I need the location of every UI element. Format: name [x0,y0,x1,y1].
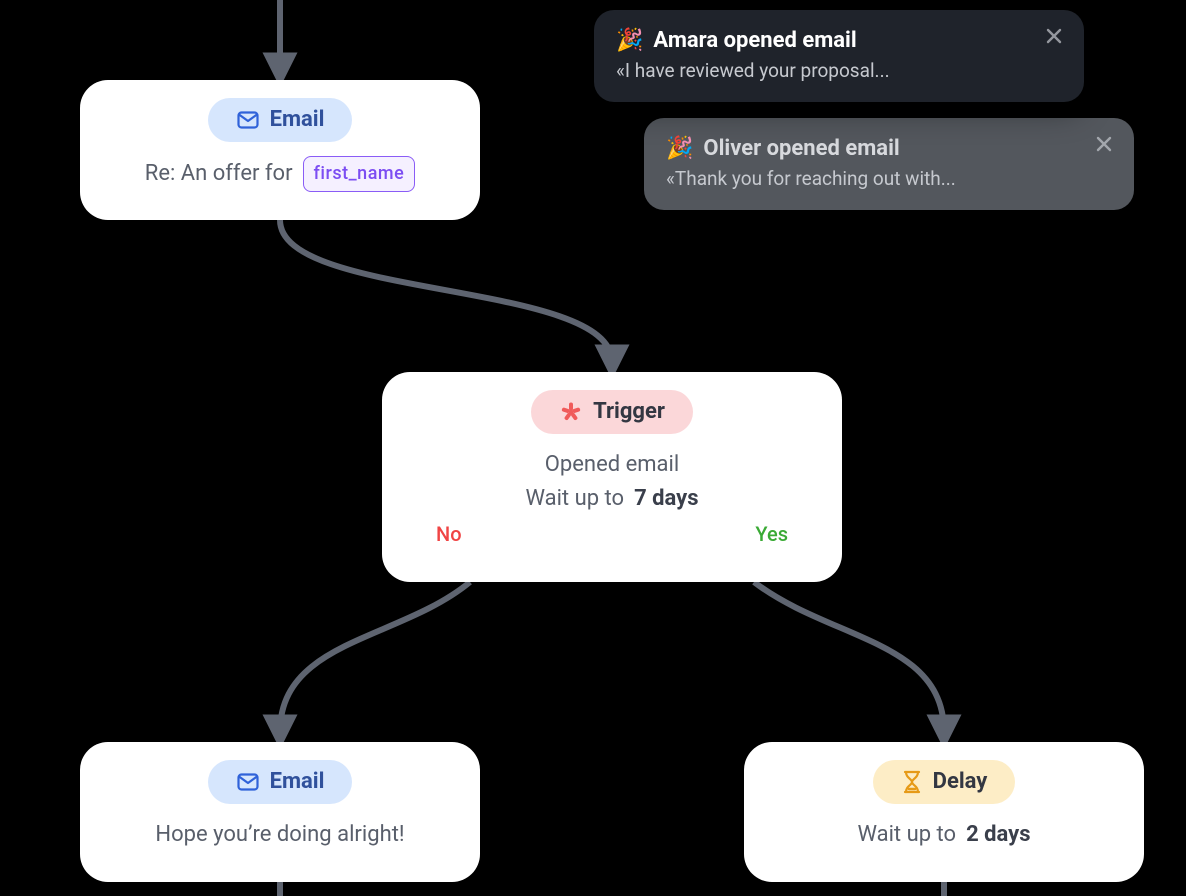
close-icon [1095,135,1113,157]
email-body: Hope you’re doing alright! [155,822,404,847]
pill-label: Trigger [593,401,665,423]
node-email-followup[interactable]: Email Hope you’re doing alright! [80,742,480,882]
merge-tag-chip[interactable]: first_name [303,156,416,192]
pill-label: Delay [933,771,988,793]
trigger-wait-prefix: Wait up to [525,482,624,516]
connector-trigger-yes [754,582,944,732]
party-popper-icon: 🎉 [616,28,643,53]
toast-notification-secondary[interactable]: 🎉 Oliver opened email «Thank you for rea… [644,118,1134,210]
toast-subtitle: «I have reviewed your proposal... [616,59,1024,82]
asterisk-icon [559,400,583,424]
trigger-wait-duration: 7 days [634,482,698,516]
pill-email: Email [208,98,353,142]
toast-notification-primary[interactable]: 🎉 Amara opened email «I have reviewed yo… [594,10,1084,102]
branch-yes-label[interactable]: Yes [755,522,788,546]
node-delay[interactable]: Delay Wait up to 2 days [744,742,1144,882]
branch-no-label[interactable]: No [436,522,462,546]
party-popper-icon: 🎉 [666,136,693,161]
toast-subtitle: «Thank you for reaching out with... [666,167,1074,190]
close-button[interactable] [1040,24,1068,52]
pill-label: Email [270,109,325,131]
pill-trigger: Trigger [531,390,693,434]
node-email-top[interactable]: Email Re: An offer for first_name [80,80,480,220]
pill-delay: Delay [873,760,1016,804]
node-trigger[interactable]: Trigger Opened email Wait up to 7 days N… [382,372,842,582]
pill-email: Email [208,760,353,804]
email-subject-prefix: Re: An offer for [145,157,293,191]
envelope-icon [236,108,260,132]
close-button[interactable] [1090,132,1118,160]
toast-title-text: Amara opened email [653,28,856,53]
close-icon [1045,27,1063,49]
envelope-icon [236,770,260,794]
toast-title-text: Oliver opened email [703,136,899,161]
trigger-condition: Opened email [406,448,818,482]
delay-wait-duration: 2 days [966,818,1030,852]
connector-trigger-no [280,582,470,732]
connector-email-trigger [280,220,612,362]
delay-wait-prefix: Wait up to [857,818,956,852]
pill-label: Email [270,771,325,793]
hourglass-icon [901,770,923,794]
